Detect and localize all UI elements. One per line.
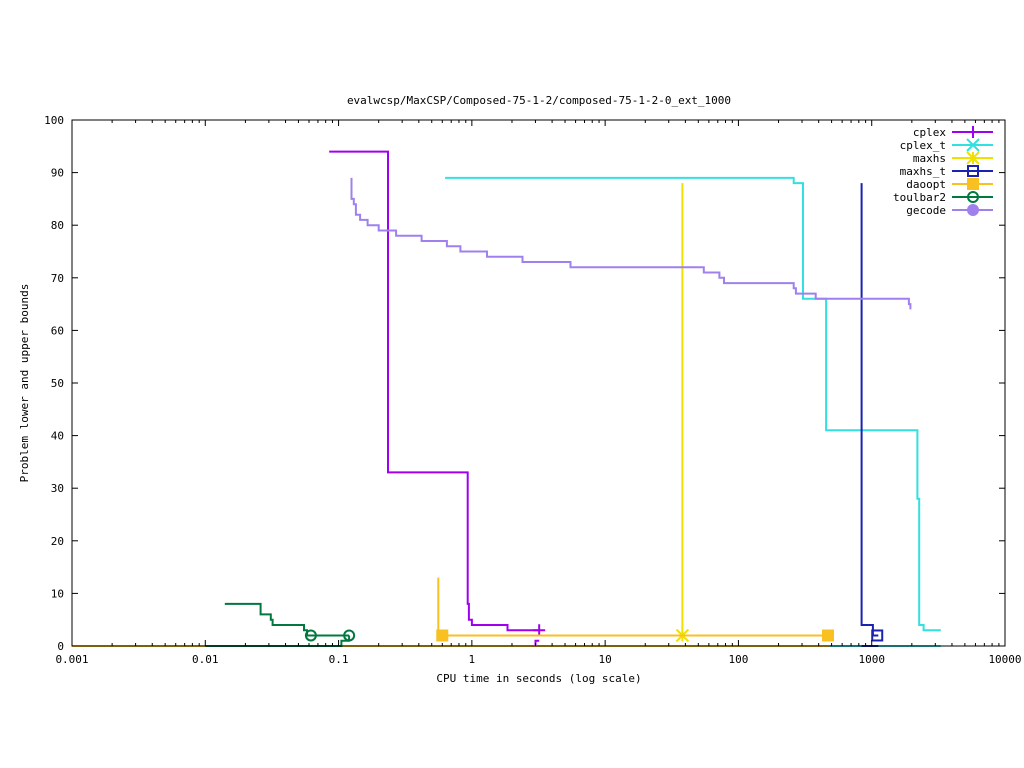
- series-upper-bound-line: [329, 150, 540, 632]
- y-tick-label: 70: [51, 272, 64, 285]
- legend-marker: [967, 165, 979, 177]
- marker-plus-shape: [533, 624, 546, 637]
- legend-marker: [967, 178, 979, 190]
- legend-label: cplex_t: [900, 139, 946, 152]
- x-tick-label: 1: [469, 653, 476, 666]
- marker-cross-shape: [966, 138, 980, 152]
- legend-marker: [967, 191, 979, 203]
- x-axis-label: CPU time in seconds (log scale): [436, 672, 641, 685]
- marker-filled-circle-shape: [967, 204, 979, 216]
- chart-title: evalwcsp/MaxCSP/Composed-75-1-2/composed…: [347, 94, 731, 107]
- y-tick-label: 0: [57, 640, 64, 653]
- marker-filled-square-shape: [436, 629, 449, 642]
- marker-square-shape: [871, 629, 884, 642]
- legend-label: maxhs_t: [900, 165, 946, 178]
- series-upper-bound-line: [860, 183, 879, 637]
- marker-star-shape: [966, 151, 980, 165]
- legend-item: toulbar2: [893, 191, 993, 204]
- y-tick-label: 80: [51, 219, 64, 232]
- y-tick-label: 100: [44, 114, 64, 127]
- legend-item: gecode: [906, 204, 993, 217]
- series-point-marker: [436, 629, 449, 642]
- series-gecode: [350, 177, 912, 310]
- marker-filled-square-shape: [822, 629, 835, 642]
- series-upper-bound-line: [445, 176, 941, 632]
- legend-label: daoopt: [906, 178, 946, 191]
- legend-item: daoopt: [906, 178, 993, 191]
- x-tick-label: 10000: [988, 653, 1021, 666]
- series-point-marker: [871, 629, 884, 642]
- legend: cplexcplex_tmaxhsmaxhs_tdaoopttoulbar2ge…: [893, 126, 993, 217]
- y-tick-label: 20: [51, 535, 64, 548]
- legend-label: toulbar2: [893, 191, 946, 204]
- series-point-marker: [822, 629, 835, 642]
- y-tick-label: 50: [51, 377, 64, 390]
- marker-plus-shape: [967, 126, 979, 138]
- x-tick-label: 1000: [858, 653, 885, 666]
- legend-label: gecode: [906, 204, 946, 217]
- legend-label: cplex: [913, 126, 946, 139]
- x-tick-label: 0.001: [55, 653, 88, 666]
- x-tick-label: 0.01: [192, 653, 219, 666]
- series-point-marker: [304, 629, 317, 642]
- series-point-marker: [343, 629, 356, 642]
- x-tick-label: 100: [728, 653, 748, 666]
- legend-item: maxhs_t: [900, 165, 993, 178]
- axis-ticks: 0.001 0.01 0.1 1 10 100 1000 10000 0 10 20 30 40 50 60…: [44, 114, 1021, 666]
- legend-label: maxhs: [913, 152, 946, 165]
- legend-item: maxhs: [913, 151, 993, 165]
- marker-square-shape: [967, 165, 979, 177]
- legend-marker: [967, 204, 979, 216]
- series-point-marker: [533, 624, 546, 637]
- marker-filled-square-shape: [967, 178, 979, 190]
- y-tick-label: 30: [51, 482, 64, 495]
- y-tick-label: 90: [51, 167, 64, 180]
- legend-marker: [966, 151, 980, 165]
- legend-marker: [966, 138, 980, 152]
- y-tick-label: 60: [51, 324, 64, 337]
- legend-marker: [967, 126, 979, 138]
- marker-circle-shape: [304, 629, 317, 642]
- y-tick-label: 10: [51, 587, 64, 600]
- legend-item: cplex: [913, 126, 993, 139]
- legend-item: cplex_t: [900, 138, 993, 152]
- y-tick-label: 40: [51, 430, 64, 443]
- x-tick-label: 0.1: [329, 653, 349, 666]
- marker-circle-shape: [343, 629, 356, 642]
- x-tick-label: 10: [599, 653, 612, 666]
- y-axis-label: Problem lower and upper bounds: [18, 284, 31, 483]
- marker-circle-shape: [967, 191, 979, 203]
- series-upper-bound-line: [350, 177, 912, 310]
